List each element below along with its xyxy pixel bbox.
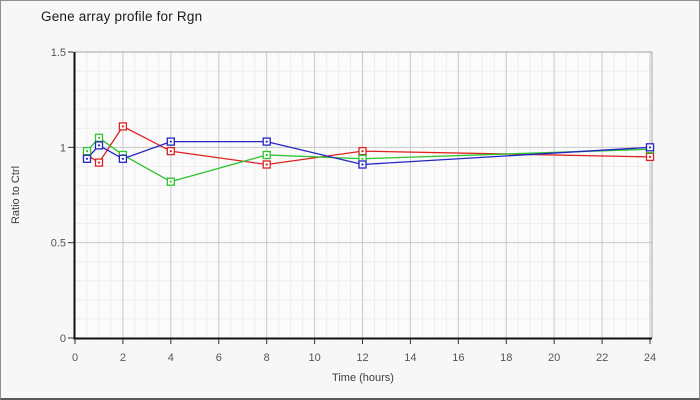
- x-tick-label: 16: [452, 352, 464, 364]
- series-red-marker-dot: [97, 161, 101, 164]
- series-red-marker-dot: [121, 125, 124, 128]
- x-tick-label: 18: [500, 352, 512, 364]
- x-tick-label: 4: [168, 352, 174, 364]
- series-red-marker-dot: [361, 150, 364, 153]
- x-tick-label: 14: [404, 352, 416, 364]
- x-tick-label: 22: [596, 352, 608, 364]
- series-red-marker-dot: [265, 163, 268, 166]
- plot-area: [75, 52, 652, 338]
- y-tick-label: 0: [60, 333, 66, 345]
- series-blue-marker-dot: [97, 144, 101, 147]
- series-green-marker-dot: [169, 180, 172, 183]
- series-blue-marker-dot: [121, 157, 124, 160]
- series-red-marker-dot: [648, 155, 652, 158]
- x-tick-label: 24: [644, 352, 656, 364]
- series-green-marker-dot: [85, 150, 89, 153]
- chart-title: Gene array profile for Rgn: [41, 9, 203, 24]
- x-tick-label: 10: [308, 352, 320, 364]
- x-tick-label: 20: [548, 352, 560, 364]
- series-blue-marker-dot: [265, 140, 268, 143]
- x-tick-label: 12: [356, 352, 368, 364]
- series-blue-marker-dot: [648, 146, 652, 149]
- series-green-marker-dot: [265, 153, 268, 157]
- x-tick-label: 8: [264, 352, 270, 364]
- x-axis-title: Time (hours): [332, 372, 394, 384]
- series-green-marker-dot: [361, 157, 364, 160]
- x-tick-label: 6: [216, 352, 222, 364]
- x-tick-label: 2: [120, 352, 126, 364]
- series-blue-marker-dot: [169, 140, 172, 143]
- series-red-marker-dot: [169, 150, 172, 153]
- y-tick-label: 1: [60, 142, 66, 154]
- x-tick-label: 0: [72, 352, 78, 364]
- series-green-marker-dot: [97, 136, 101, 139]
- series-blue-marker-dot: [85, 157, 89, 160]
- series-blue-marker-dot: [361, 163, 364, 166]
- y-tick-label: 1.5: [51, 47, 66, 59]
- y-tick-label: 0.5: [51, 238, 66, 250]
